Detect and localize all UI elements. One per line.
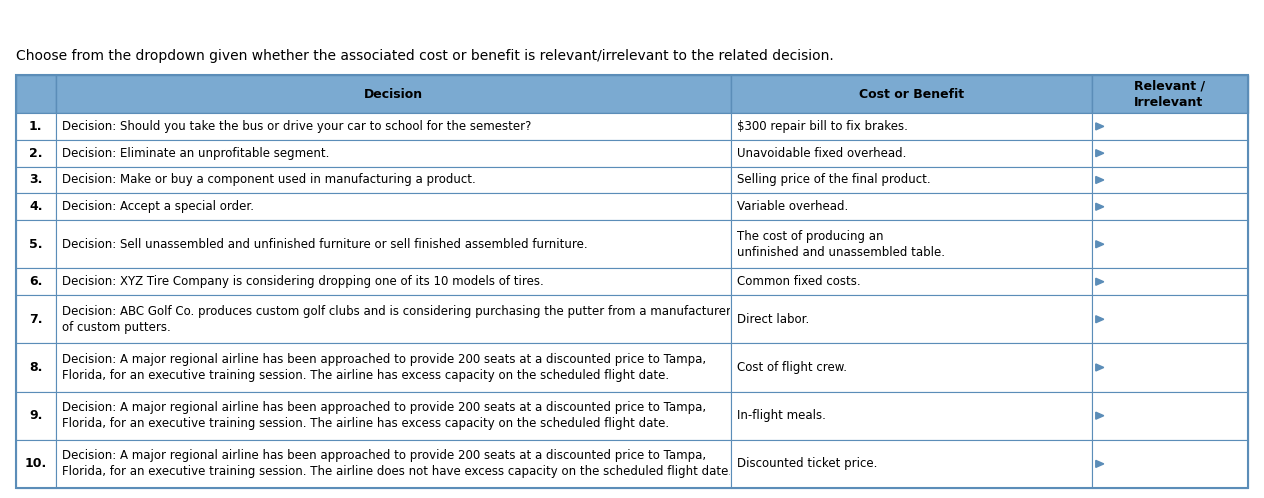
Text: Decision: A major regional airline has been approached to provide 200 seats at a: Decision: A major regional airline has b… bbox=[62, 353, 705, 382]
Bar bbox=[56, 140, 731, 166]
Bar bbox=[56, 166, 731, 193]
Polygon shape bbox=[1096, 123, 1103, 130]
Text: 2.: 2. bbox=[29, 147, 43, 160]
Text: Decision: XYZ Tire Company is considering dropping one of its 10 models of tires: Decision: XYZ Tire Company is considerin… bbox=[62, 275, 544, 288]
Bar bbox=[1092, 391, 1248, 440]
Text: 6.: 6. bbox=[29, 275, 43, 288]
Text: Unavoidable fixed overhead.: Unavoidable fixed overhead. bbox=[737, 147, 906, 160]
Bar bbox=[56, 193, 731, 220]
Bar bbox=[16, 113, 56, 140]
Bar bbox=[731, 75, 1092, 113]
Bar bbox=[16, 343, 56, 391]
Bar bbox=[731, 295, 1092, 343]
Text: 3.: 3. bbox=[29, 173, 43, 186]
Text: 5.: 5. bbox=[29, 238, 43, 251]
Bar bbox=[56, 295, 731, 343]
Bar bbox=[1092, 75, 1248, 113]
Polygon shape bbox=[1096, 176, 1103, 183]
Text: 4.: 4. bbox=[29, 200, 43, 213]
Bar bbox=[16, 440, 56, 488]
Text: Decision: ABC Golf Co. produces custom golf clubs and is considering purchasing : Decision: ABC Golf Co. produces custom g… bbox=[62, 305, 731, 334]
Bar bbox=[16, 140, 56, 166]
Text: 7.: 7. bbox=[29, 313, 43, 326]
Bar bbox=[731, 166, 1092, 193]
Bar bbox=[56, 220, 731, 268]
Text: Relevant /
Irrelevant: Relevant / Irrelevant bbox=[1134, 80, 1206, 109]
Polygon shape bbox=[1096, 241, 1103, 248]
Bar bbox=[16, 75, 56, 113]
Polygon shape bbox=[1096, 278, 1103, 285]
Text: Common fixed costs.: Common fixed costs. bbox=[737, 275, 861, 288]
Text: Decision: Make or buy a component used in manufacturing a product.: Decision: Make or buy a component used i… bbox=[62, 173, 475, 186]
Text: 9.: 9. bbox=[29, 409, 43, 422]
Bar bbox=[1092, 295, 1248, 343]
Text: Decision: A major regional airline has been approached to provide 200 seats at a: Decision: A major regional airline has b… bbox=[62, 401, 705, 430]
Text: The cost of producing an
unfinished and unassembled table.: The cost of producing an unfinished and … bbox=[737, 230, 945, 259]
Bar bbox=[731, 440, 1092, 488]
Text: 10.: 10. bbox=[25, 457, 47, 471]
Bar bbox=[56, 113, 731, 140]
Text: Decision: Sell unassembled and unfinished furniture or sell finished assembled f: Decision: Sell unassembled and unfinishe… bbox=[62, 238, 588, 251]
Polygon shape bbox=[1096, 460, 1103, 468]
Text: Discounted ticket price.: Discounted ticket price. bbox=[737, 457, 877, 471]
Text: In-flight meals.: In-flight meals. bbox=[737, 409, 825, 422]
Text: Cost of flight crew.: Cost of flight crew. bbox=[737, 361, 847, 374]
Bar bbox=[731, 268, 1092, 295]
Bar bbox=[731, 140, 1092, 166]
Bar bbox=[56, 343, 731, 391]
Bar bbox=[1092, 268, 1248, 295]
Polygon shape bbox=[1096, 412, 1103, 419]
Polygon shape bbox=[1096, 316, 1103, 323]
Bar bbox=[56, 391, 731, 440]
Text: Decision: Decision bbox=[364, 88, 422, 101]
Bar bbox=[1092, 113, 1248, 140]
Bar bbox=[731, 113, 1092, 140]
Text: Cost or Benefit: Cost or Benefit bbox=[858, 88, 964, 101]
Text: Decision: A major regional airline has been approached to provide 200 seats at a: Decision: A major regional airline has b… bbox=[62, 449, 732, 479]
Bar bbox=[16, 75, 1248, 488]
Bar bbox=[731, 391, 1092, 440]
Bar bbox=[16, 166, 56, 193]
Polygon shape bbox=[1096, 364, 1103, 371]
Bar bbox=[731, 343, 1092, 391]
Bar bbox=[16, 391, 56, 440]
Text: Decision: Accept a special order.: Decision: Accept a special order. bbox=[62, 200, 254, 213]
Text: $300 repair bill to fix brakes.: $300 repair bill to fix brakes. bbox=[737, 120, 908, 133]
Bar bbox=[56, 440, 731, 488]
Bar bbox=[56, 268, 731, 295]
Polygon shape bbox=[1096, 203, 1103, 210]
Polygon shape bbox=[1096, 150, 1103, 157]
Bar bbox=[1092, 140, 1248, 166]
Bar bbox=[1092, 440, 1248, 488]
Bar bbox=[1092, 166, 1248, 193]
Bar bbox=[16, 295, 56, 343]
Bar bbox=[16, 220, 56, 268]
Bar bbox=[1092, 343, 1248, 391]
Text: Direct labor.: Direct labor. bbox=[737, 313, 809, 326]
Text: Choose from the dropdown given whether the associated cost or benefit is relevan: Choose from the dropdown given whether t… bbox=[16, 49, 834, 63]
Bar bbox=[1092, 220, 1248, 268]
Text: Variable overhead.: Variable overhead. bbox=[737, 200, 848, 213]
Text: 8.: 8. bbox=[29, 361, 43, 374]
Text: Decision: Eliminate an unprofitable segment.: Decision: Eliminate an unprofitable segm… bbox=[62, 147, 329, 160]
Text: Decision: Should you take the bus or drive your car to school for the semester?: Decision: Should you take the bus or dri… bbox=[62, 120, 531, 133]
Text: 1.: 1. bbox=[29, 120, 43, 133]
Bar bbox=[1092, 193, 1248, 220]
Bar bbox=[56, 75, 731, 113]
Bar bbox=[731, 220, 1092, 268]
Bar bbox=[16, 268, 56, 295]
Text: Selling price of the final product.: Selling price of the final product. bbox=[737, 173, 930, 186]
Bar bbox=[731, 193, 1092, 220]
Bar bbox=[16, 193, 56, 220]
